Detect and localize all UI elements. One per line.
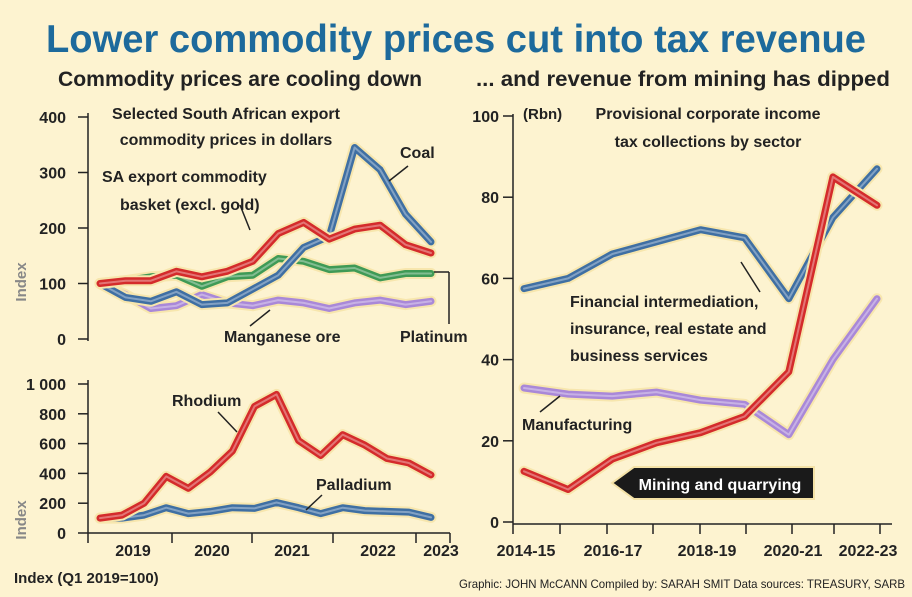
series-manufacturing-line bbox=[520, 295, 881, 439]
bottom-xtick-label: 2023 bbox=[423, 543, 459, 560]
series-rhodium-highlight bbox=[99, 393, 432, 520]
credit-line: Graphic: JOHN McCANN Compiled by: SARAH … bbox=[459, 577, 905, 591]
headline: Lower commodity prices cut into tax reve… bbox=[46, 18, 866, 61]
index-footnote: Index (Q1 2019=100) bbox=[14, 570, 159, 587]
right-ytick-label: 0 bbox=[490, 515, 499, 532]
right-chart-title-line2: tax collections by sector bbox=[615, 134, 802, 151]
bottom-chart-axes: 0 200 400 600 800 1 000 bbox=[26, 377, 450, 543]
bottom-chart-ylabel: Index bbox=[13, 500, 30, 540]
series-coal-line bbox=[96, 144, 435, 309]
top-ytick-label: 0 bbox=[57, 332, 66, 349]
right-xtick-label: 2016-17 bbox=[584, 543, 643, 560]
right-ytick-label: 80 bbox=[481, 190, 499, 207]
bottom-ytick-label: 800 bbox=[39, 407, 66, 424]
bottom-xtick-label: 2020 bbox=[194, 543, 230, 560]
series-manufacturing-highlight bbox=[523, 297, 878, 436]
series-mining-highlight bbox=[523, 175, 878, 491]
label-mining: Mining and quarrying bbox=[639, 477, 802, 494]
series-rhodium-line bbox=[96, 390, 435, 522]
label-financial-line2: insurance, real estate and bbox=[570, 321, 767, 338]
right-ytick-label: 20 bbox=[481, 434, 499, 451]
label-coal: Coal bbox=[400, 145, 435, 162]
label-rhodium: Rhodium bbox=[172, 393, 241, 410]
right-xtick-label: 2018-19 bbox=[678, 543, 737, 560]
right-chart-unit: (Rbn) bbox=[523, 106, 562, 123]
bottom-chart-series bbox=[94, 388, 437, 524]
mining-callout: Mining and quarrying bbox=[610, 466, 815, 500]
bottom-xtick-label: 2019 bbox=[115, 543, 151, 560]
bottom-ytick-label: 1 000 bbox=[26, 377, 66, 394]
label-basket-line2: basket (excl. gold) bbox=[120, 197, 260, 214]
tax-collections-chart: 0 20 40 60 80 100 2014-15 2016-17 2018-19 2020-21… bbox=[472, 106, 897, 560]
right-xtick-label: 2022-23 bbox=[839, 543, 898, 560]
leader-coal bbox=[388, 165, 409, 182]
right-ytick-label: 100 bbox=[472, 109, 499, 126]
top-ytick-label: 200 bbox=[39, 221, 66, 238]
bottom-ytick-label: 0 bbox=[57, 526, 66, 543]
label-financial-line3: business services bbox=[570, 348, 708, 365]
series-manganese-ore-line bbox=[96, 280, 435, 312]
right-ytick-label: 60 bbox=[481, 271, 499, 288]
leader-manganese bbox=[249, 309, 271, 327]
series-coal-highlight bbox=[99, 146, 432, 306]
top-ytick-label: 300 bbox=[39, 166, 66, 183]
right-xtick-label: 2020-21 bbox=[764, 543, 823, 560]
label-manganese: Manganese ore bbox=[224, 329, 341, 346]
leader-palladium bbox=[305, 494, 323, 511]
series-sa-export-commodity-basket-excl-gold--line bbox=[96, 218, 435, 287]
bottom-ytick-label: 600 bbox=[39, 437, 66, 454]
leader-financial bbox=[740, 261, 761, 293]
top-ytick-label: 100 bbox=[39, 277, 66, 294]
right-chart-title-line1: Provisional corporate income bbox=[596, 106, 821, 123]
commodity-prices-chart: 0 100 200 300 400 Selected South African exp… bbox=[13, 106, 468, 349]
top-chart-series bbox=[94, 142, 437, 314]
left-subtitle: Commodity prices are cooling down bbox=[58, 68, 422, 91]
top-chart-axes: 0 100 200 300 400 bbox=[39, 110, 89, 349]
top-chart-ylabel: Index bbox=[13, 262, 30, 302]
series-mining-line bbox=[520, 173, 881, 493]
pgm-prices-chart: 0 200 400 600 800 1 000 Index Rhodium Palladi… bbox=[13, 377, 459, 587]
leader-manufacturing bbox=[539, 395, 561, 413]
series-palladium-line bbox=[96, 499, 435, 522]
series-manufacturing-halo bbox=[518, 293, 883, 441]
bottom-xtick-label: 2022 bbox=[360, 543, 396, 560]
label-palladium: Palladium bbox=[316, 477, 392, 494]
bottom-ytick-label: 400 bbox=[39, 466, 66, 483]
leader-basket bbox=[239, 204, 251, 231]
series-palladium-highlight bbox=[99, 501, 432, 520]
label-platinum: Platinum bbox=[400, 329, 468, 346]
top-chart-title-line1: Selected South African export bbox=[112, 106, 341, 123]
right-chart-axes: 0 20 40 60 80 100 2014-15 2016-17 2018-19 2020-21… bbox=[472, 109, 897, 560]
right-xtick-label: 2014-15 bbox=[497, 543, 556, 560]
top-ytick-label: 400 bbox=[39, 110, 66, 127]
right-ytick-label: 40 bbox=[481, 353, 499, 370]
leader-rhodium bbox=[217, 411, 238, 433]
label-basket-line1: SA export commodity bbox=[102, 169, 267, 186]
bottom-ytick-label: 200 bbox=[39, 496, 66, 513]
top-chart-title-line2: commodity prices in dollars bbox=[120, 132, 333, 149]
series-sa-export-commodity-basket-excl-gold--highlight bbox=[99, 221, 432, 285]
series-manganese-ore-highlight bbox=[99, 282, 432, 310]
right-chart-series bbox=[518, 163, 883, 495]
bottom-xtick-label: 2021 bbox=[274, 543, 310, 560]
label-financial-line1: Financial intermediation, bbox=[570, 294, 758, 311]
label-manufacturing: Manufacturing bbox=[522, 417, 632, 434]
right-subtitle: ... and revenue from mining has dipped bbox=[476, 68, 890, 91]
bottom-chart-xticks: 2019 2020 2021 2022 2023 bbox=[87, 533, 459, 560]
